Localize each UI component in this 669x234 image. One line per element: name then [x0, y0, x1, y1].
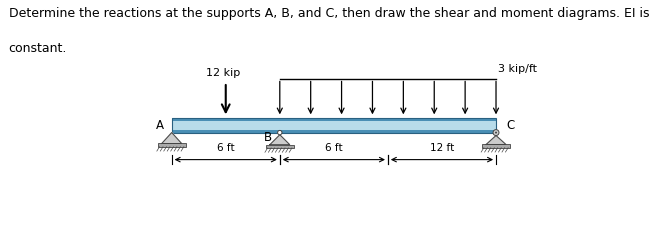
Text: 12 kip: 12 kip — [206, 68, 240, 78]
Bar — [172, 118, 496, 121]
Bar — [172, 130, 496, 133]
Text: 3 kip/ft: 3 kip/ft — [498, 64, 537, 74]
Text: A: A — [156, 119, 164, 132]
Text: B: B — [264, 131, 272, 144]
Text: Determine the reactions at the supports A, B, and C, then draw the shear and mom: Determine the reactions at the supports … — [9, 7, 649, 20]
Text: 12 ft: 12 ft — [430, 143, 454, 153]
Circle shape — [493, 130, 499, 135]
Text: C: C — [506, 119, 514, 132]
Circle shape — [495, 132, 497, 134]
Polygon shape — [270, 135, 290, 145]
Bar — [482, 144, 510, 148]
Text: 6 ft: 6 ft — [325, 143, 343, 153]
Polygon shape — [162, 133, 181, 143]
Polygon shape — [486, 135, 506, 144]
Circle shape — [278, 130, 282, 135]
Bar — [172, 121, 496, 130]
Text: 6 ft: 6 ft — [217, 143, 235, 153]
Bar — [266, 145, 294, 148]
Bar — [172, 118, 496, 133]
Bar — [158, 143, 185, 147]
Text: constant.: constant. — [9, 42, 67, 55]
